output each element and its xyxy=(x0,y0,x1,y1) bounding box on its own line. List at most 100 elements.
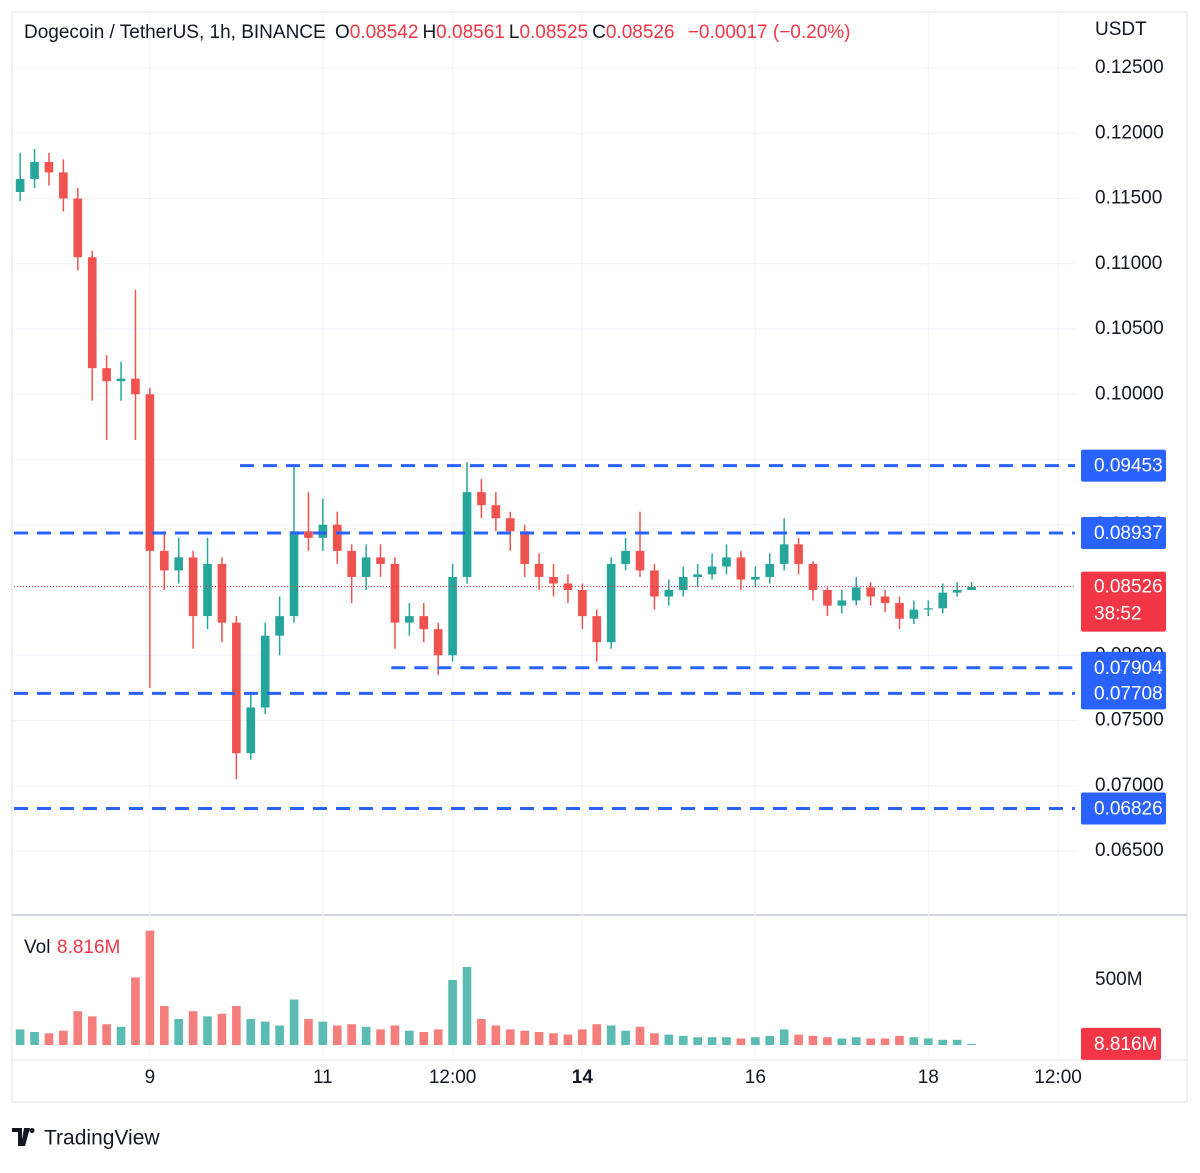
candle-body xyxy=(260,635,270,708)
candle-body xyxy=(635,550,645,571)
currency: USDT xyxy=(1095,19,1147,40)
volume-bar xyxy=(866,1038,875,1045)
ohlc-value: 0.08542 xyxy=(349,22,419,43)
x-tick-label: 12:00 xyxy=(1034,1067,1082,1088)
ohlc-label: L xyxy=(508,22,520,43)
candle-body xyxy=(578,590,587,617)
volume-bar xyxy=(635,1026,645,1045)
volume-bar xyxy=(664,1034,674,1045)
volume-badge xyxy=(1081,1027,1161,1060)
last-price-badge xyxy=(1081,571,1166,632)
candle-body xyxy=(102,368,111,382)
x-tick-label: 16 xyxy=(745,1067,766,1088)
level-badge xyxy=(1081,651,1166,684)
candle-body xyxy=(505,518,515,532)
volume-bar xyxy=(73,1011,83,1045)
level-badge xyxy=(1081,677,1166,710)
volume-bar xyxy=(722,1037,731,1045)
volume-bar xyxy=(563,1034,573,1045)
volume-bar xyxy=(693,1037,702,1045)
volume-bar xyxy=(592,1024,602,1045)
candle-body xyxy=(866,587,875,597)
volume-bar xyxy=(59,1030,68,1045)
candle-body xyxy=(15,178,25,192)
candle-body xyxy=(592,616,602,643)
volume-bar xyxy=(304,1019,313,1045)
candle-body xyxy=(332,524,342,551)
volume-bar xyxy=(188,1011,198,1045)
x-tick-label: 12:00 xyxy=(429,1067,477,1088)
candle-body xyxy=(491,505,501,519)
volume-bar xyxy=(246,1019,256,1045)
volume-bar xyxy=(923,1038,933,1045)
volume-bar xyxy=(44,1033,54,1045)
level-badge xyxy=(1081,792,1166,825)
volume-bar xyxy=(347,1024,357,1045)
volume-title: Vol xyxy=(24,937,50,958)
candle-body xyxy=(347,550,357,577)
volume-bar xyxy=(606,1025,616,1045)
candle-body xyxy=(174,557,184,571)
y-tick-label: 0.12000 xyxy=(1095,122,1164,143)
ohlc-value: 0.08561 xyxy=(436,22,505,43)
volume-tick-label: 500M xyxy=(1095,969,1143,990)
volume-bar xyxy=(405,1030,414,1045)
grid xyxy=(14,14,1075,1057)
candle-body xyxy=(145,394,155,551)
volume-bar xyxy=(174,1019,184,1045)
volume-bar xyxy=(578,1029,587,1045)
volume-bar xyxy=(232,1006,241,1045)
candle-body xyxy=(462,492,472,577)
y-tick-label: 0.10500 xyxy=(1095,318,1164,339)
volume-bar xyxy=(967,1043,976,1045)
volume-badge-label: 8.816M xyxy=(1094,1034,1157,1055)
candle-body xyxy=(131,378,140,395)
candle-body xyxy=(376,557,385,564)
volume-bar xyxy=(131,977,140,1045)
candle-body xyxy=(419,616,429,630)
candle-body xyxy=(59,172,68,199)
volume-bar xyxy=(765,1035,775,1045)
candle-body xyxy=(952,590,962,593)
candle-body xyxy=(73,198,83,258)
level-badge xyxy=(1081,516,1166,549)
volume-bar xyxy=(448,980,457,1045)
volume-bar xyxy=(116,1026,126,1045)
candle-body xyxy=(520,531,530,564)
candle-body xyxy=(246,707,256,754)
ohlc-label: C xyxy=(592,22,606,43)
volume-bar xyxy=(30,1032,39,1045)
candle-body xyxy=(405,616,414,623)
volume-bar xyxy=(952,1039,962,1045)
volume-bar xyxy=(159,1006,169,1045)
volume-bar xyxy=(880,1038,890,1045)
candle-body xyxy=(433,629,443,656)
candle-body xyxy=(159,550,169,571)
candle-body xyxy=(549,576,558,584)
candle-body xyxy=(722,557,731,567)
ohlc-value: 0.08526 xyxy=(605,22,675,43)
y-tick-label: 0.11000 xyxy=(1095,253,1162,274)
volume-bar xyxy=(376,1029,385,1045)
candle-body xyxy=(361,557,371,577)
volume-bar xyxy=(390,1025,400,1045)
volume-bar xyxy=(15,1029,25,1045)
ohlc-label: H xyxy=(422,22,437,43)
candle-body xyxy=(765,563,775,577)
volume-bar xyxy=(779,1029,789,1045)
volume-bar xyxy=(102,1024,111,1045)
volume-bar xyxy=(505,1029,515,1045)
volume-bar xyxy=(332,1025,342,1045)
candle-body xyxy=(606,563,616,643)
candle-body xyxy=(895,603,904,619)
candle-body xyxy=(664,590,674,597)
candle-body xyxy=(837,600,847,606)
candle-body xyxy=(304,531,313,538)
candle-body xyxy=(923,608,933,610)
candle-body xyxy=(534,563,544,577)
candle-body xyxy=(116,378,126,382)
candle-body xyxy=(232,622,241,754)
volume-bar xyxy=(621,1030,630,1045)
level-label: 0.06826 xyxy=(1094,798,1163,819)
ohlc-value: 0.08525 xyxy=(519,22,589,43)
